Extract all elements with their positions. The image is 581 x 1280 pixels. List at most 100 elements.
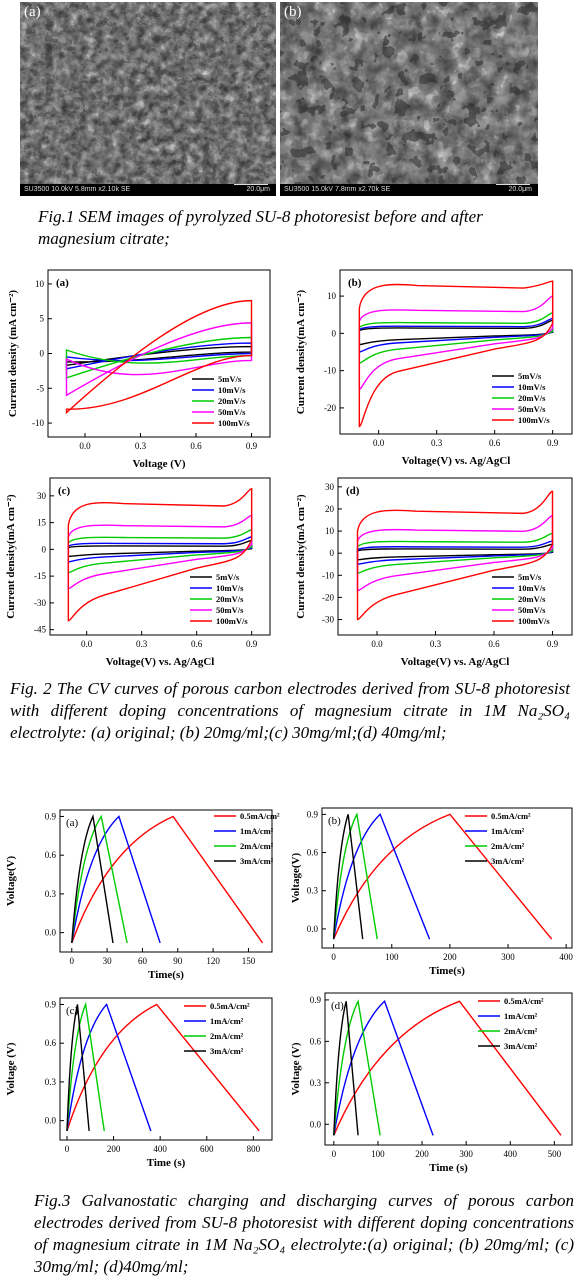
fig2-caption: Fig. 2 The CV curves of porous carbon el…	[10, 679, 570, 742]
legend-entry: 20mV/s	[218, 396, 246, 406]
y-axis-label: Current density(mA cm⁻²)	[295, 494, 307, 619]
x-axis-label: Voltage (V)	[132, 458, 185, 470]
x-tick-label: 0	[332, 1149, 337, 1159]
legend-entry: 5mV/s	[518, 572, 542, 582]
y-tick-label: 0.6	[307, 848, 319, 858]
scale-bar-a	[234, 184, 268, 185]
legend-entry: 2mA/cm²	[240, 841, 274, 851]
panel-label: (a)	[66, 817, 79, 829]
gcd-curve	[71, 814, 128, 944]
y-tick-label: -30	[34, 598, 46, 608]
y-tick-label: 0.3	[45, 1077, 57, 1087]
y-axis-label: Voltage(V)	[5, 856, 17, 907]
panel-label: (b)	[348, 277, 362, 289]
legend-entry: 10mV/s	[518, 583, 546, 593]
panel-label: (d)	[331, 1000, 344, 1012]
gcd-curve	[333, 1000, 562, 1136]
y-tick-label: 0.3	[307, 886, 319, 896]
x-tick-label: 0.3	[136, 639, 148, 649]
y-tick-label: -45	[34, 625, 46, 635]
y-tick-label: -10	[322, 570, 334, 580]
x-tick-label: 0.9	[547, 639, 559, 649]
y-axis-label: Current density (mA cm⁻²)	[7, 290, 19, 417]
y-tick-label: 0.0	[307, 924, 319, 934]
sem-texture-b	[280, 2, 538, 196]
x-tick-label: 800	[247, 1144, 261, 1154]
gcd-curve	[333, 1001, 359, 1136]
x-tick-label: 0	[70, 956, 75, 966]
x-tick-label: 0.0	[79, 441, 91, 451]
x-tick-label: 300	[459, 1149, 473, 1159]
sem-image-a: (a) SU3500 10.0kV 5.8mm x2.10k SE 20.0μm	[20, 2, 276, 196]
plot-frame	[337, 477, 573, 636]
x-tick-label: 0.3	[135, 441, 147, 451]
y-tick-label: -15	[34, 571, 46, 581]
x-tick-label: 200	[107, 1144, 121, 1154]
y-tick-label: 0.0	[45, 928, 57, 938]
legend-entry: 1mA/cm²	[210, 1016, 244, 1026]
gcd-chart-b: 0 100 200 300 400 0.9 0.6 0.3 0.0 Time(s) Voltage(…	[290, 807, 573, 977]
cv-curve	[67, 488, 253, 622]
y-tick-label: 0.9	[45, 811, 57, 821]
legend-entry: 50mV/s	[518, 605, 546, 615]
y-tick-label: -10	[324, 366, 336, 376]
legend-entry: 3mA/cm²	[240, 856, 274, 866]
x-tick-label: 400	[559, 952, 573, 962]
legend-entry: 3mA/cm²	[210, 1046, 244, 1056]
y-tick-label: 0.0	[45, 1116, 57, 1126]
y-tick-label: 5	[40, 314, 45, 324]
y-tick-label: 0	[332, 328, 337, 338]
gcd-curve	[66, 1001, 105, 1132]
x-tick-label: 0	[65, 1144, 70, 1154]
x-tick-label: 500	[548, 1149, 562, 1159]
y-tick-label: 0.6	[45, 1038, 57, 1048]
x-tick-label: 200	[443, 952, 457, 962]
gcd-curve	[332, 812, 378, 940]
gcd-chart-c: 0 200 400 600 800 0.9 0.6 0.3 0.0 Time (s) Voltage…	[5, 997, 273, 1169]
y-tick-label: 0	[40, 349, 45, 359]
x-tick-label: 100	[371, 1149, 385, 1159]
cv-curve	[356, 490, 554, 621]
y-tick-label: 0.3	[45, 889, 57, 899]
x-tick-label: 100	[385, 952, 399, 962]
legend-entry: 2mA/cm²	[504, 1026, 538, 1036]
sem-scale-a: 20.0μm	[246, 186, 271, 193]
x-axis-label: Voltage(V) vs. Ag/AgCl	[106, 656, 215, 668]
y-tick-label: 20	[325, 504, 335, 514]
y-axis-label: Current density(mA cm⁻²)	[5, 494, 17, 619]
legend-entry: 10mV/s	[216, 583, 244, 593]
legend-entry: 0.5mA/cm²	[240, 811, 280, 821]
x-tick-label: 0.3	[431, 438, 443, 448]
legend-entry: 3mA/cm²	[504, 1041, 538, 1051]
plot-frame	[321, 807, 573, 949]
cv-chart-d: 0.0 0.3 0.6 0.9 30 20 10 0 -10 -20 -30 Voltage(V) v…	[295, 477, 573, 668]
y-tick-label: 0.6	[310, 1036, 322, 1046]
cv-curve	[358, 280, 554, 428]
x-tick-label: 90	[173, 956, 183, 966]
sem-label-b: (b)	[284, 4, 302, 20]
plot-frame	[59, 997, 273, 1141]
plot-frame	[49, 477, 271, 636]
y-tick-label: -10	[32, 418, 44, 428]
legend-entry: 1mA/cm²	[491, 826, 525, 836]
x-axis-label: Voltage(V) vs. Ag/AgCl	[401, 656, 510, 668]
legend-entry: 100mV/s	[216, 616, 248, 626]
legend-entry: 100mV/s	[518, 616, 550, 626]
gcd-chart-d: 0 100 200 300 400 500 0.9 0.6 0.3 0.0 Time (s) Volt…	[290, 992, 573, 1174]
y-tick-label: 0	[330, 548, 335, 558]
gcd-curve	[71, 815, 264, 944]
x-tick-label: 150	[242, 956, 256, 966]
legend-entry: 2mA/cm²	[210, 1031, 244, 1041]
legend-entry: 100mV/s	[218, 418, 250, 428]
x-axis-label: Time(s)	[148, 969, 184, 981]
x-tick-label: 0.6	[190, 441, 202, 451]
cv-curve	[65, 299, 253, 415]
gcd-curve	[333, 999, 381, 1136]
y-tick-label: 30	[37, 491, 47, 501]
x-axis-label: Time(s)	[429, 965, 465, 977]
x-tick-label: 400	[504, 1149, 518, 1159]
x-tick-label: 60	[138, 956, 148, 966]
x-tick-label: 0.9	[246, 441, 258, 451]
gcd-curve	[66, 1003, 152, 1132]
legend-entry: 1mA/cm²	[240, 826, 274, 836]
